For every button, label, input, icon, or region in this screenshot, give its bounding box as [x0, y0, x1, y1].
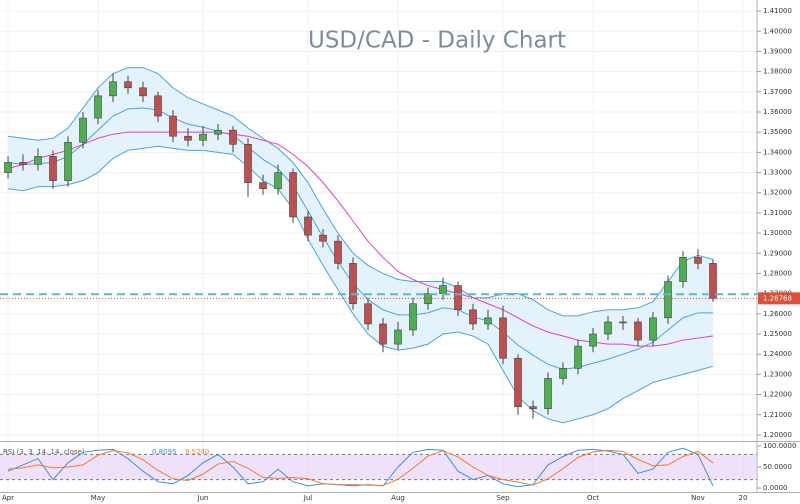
candle-body	[379, 323, 387, 345]
candle-body	[34, 156, 42, 165]
y-tick-label: 1.25000	[763, 330, 792, 338]
candle-body	[484, 317, 492, 325]
candle-body	[244, 143, 252, 183]
candle-body	[4, 162, 12, 173]
candle-body	[289, 172, 297, 218]
rsi-line	[7, 449, 714, 486]
y-tick-label: 1.33000	[763, 169, 792, 177]
candle-body	[319, 234, 327, 242]
candle-body	[424, 293, 432, 305]
candle-body	[469, 309, 477, 325]
band-fill	[8, 67, 713, 423]
y-tick-label: 1.24000	[763, 350, 792, 358]
candle-body	[94, 95, 102, 119]
x-tick-label: Oct	[587, 494, 599, 502]
grid	[0, 0, 757, 492]
candle-body	[49, 156, 57, 181]
candle-body	[604, 321, 612, 335]
rsi-y-tick-label: 50.0000	[763, 463, 792, 471]
candle-body	[499, 317, 507, 359]
y-tick-label: 1.32000	[763, 189, 792, 197]
rsi-level-fill	[0, 454, 757, 480]
candle-body	[229, 129, 237, 145]
candle-body	[214, 129, 222, 135]
y-tick-label: 1.35000	[763, 128, 792, 136]
chart-title: USD/CAD - Daily Chart	[308, 28, 566, 54]
candle-body	[184, 135, 192, 141]
candle-body	[79, 117, 87, 143]
candle-body	[589, 333, 597, 347]
y-tick-label: 1.38000	[763, 68, 792, 76]
x-tick-label: Sep	[496, 494, 510, 502]
candle-body	[364, 303, 372, 325]
candle-body	[514, 357, 522, 407]
x-tick-label: Apr	[2, 494, 14, 502]
x-tick-label: May	[91, 494, 105, 502]
y-tick-label: 1.22000	[763, 391, 792, 399]
candle-body	[649, 317, 657, 341]
y-tick-label: 1.36000	[763, 108, 792, 116]
candle-body	[109, 81, 117, 97]
candle-body	[169, 115, 177, 137]
x-tick-label: Jul	[303, 494, 313, 502]
plot	[4, 67, 717, 424]
candle-body	[694, 257, 702, 264]
candle-body	[409, 303, 417, 331]
y-tick-label: 1.20000	[763, 431, 792, 439]
y-tick-label: 1.30000	[763, 229, 792, 237]
current-price-box	[758, 292, 800, 305]
candle-body	[664, 281, 672, 319]
candle-body	[19, 162, 27, 165]
candle-body	[304, 216, 312, 236]
y-tick-label: 1.41000	[763, 7, 792, 15]
y-tick-label: 1.29000	[763, 249, 792, 257]
y-tick-label: 1.40000	[763, 27, 792, 35]
candle-body	[334, 240, 342, 264]
y-tick-label: 1.28000	[763, 269, 792, 277]
candle-body	[199, 133, 207, 141]
band-middle	[7, 107, 713, 370]
candle-body	[544, 378, 552, 410]
y-tick-label: 1.34000	[763, 148, 792, 156]
candle-body	[679, 257, 687, 282]
band-upper	[7, 67, 714, 317]
candle-body	[439, 285, 447, 294]
x-tick-label: 20	[739, 494, 748, 502]
candle-body	[349, 263, 357, 305]
x-tick-label: Aug	[391, 494, 405, 502]
rsi-y-tick-label: 100.0000	[763, 442, 796, 450]
rsi-readout: 9.5240	[185, 448, 210, 456]
candle-body	[559, 368, 567, 379]
y-tick-label: 1.21000	[763, 411, 792, 419]
current-price-label: 1.26768	[763, 294, 792, 302]
x-tick-label: Jun	[197, 494, 209, 502]
rsi-y-tick-label: 0.0000	[763, 484, 788, 492]
candle-body	[259, 182, 267, 189]
candle-body	[709, 263, 717, 299]
candle-body	[574, 345, 582, 369]
y-tick-label: 1.37000	[763, 88, 792, 96]
candle-body	[634, 321, 642, 341]
rsi-label: RSI (3, 3, 14, 14, close)	[3, 448, 85, 456]
candle-body	[139, 87, 147, 97]
candle-body	[64, 141, 72, 181]
candle-body	[274, 172, 282, 189]
band-lower	[7, 145, 714, 424]
candle-body	[124, 81, 132, 89]
candle-body	[529, 406, 537, 410]
candle-body	[454, 285, 462, 311]
y-tick-label: 1.23000	[763, 370, 792, 378]
candle-body	[619, 321, 627, 324]
candle-body	[394, 329, 402, 345]
y-tick-label: 1.31000	[763, 209, 792, 217]
candle-body	[154, 95, 162, 117]
y-tick-label: 1.26000	[763, 310, 792, 318]
y-tick-label: 1.39000	[763, 47, 792, 55]
x-tick-label: Nov	[691, 494, 705, 502]
rsi-readout: 0.8095	[152, 448, 177, 456]
